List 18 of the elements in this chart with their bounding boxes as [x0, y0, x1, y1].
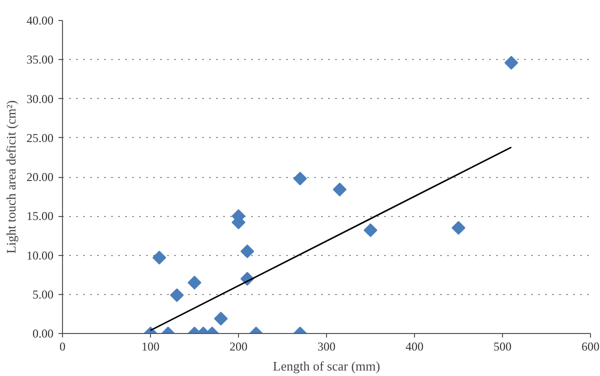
x-tick-label: 200 — [230, 340, 248, 354]
y-tick-label: 0.00 — [32, 326, 54, 340]
x-axis-title: Length of scar (mm) — [272, 358, 380, 374]
y-tick-label: 20.00 — [26, 170, 54, 184]
y-tick-label: 40.00 — [26, 14, 54, 28]
y-tick-label: 35.00 — [26, 52, 54, 67]
x-tick-label: 400 — [406, 340, 424, 354]
y-tick-label: 25.00 — [26, 130, 54, 145]
y-tick-label: 10.00 — [26, 248, 54, 262]
y-tick-label: 5.00 — [32, 287, 54, 302]
y-tick-label: 30.00 — [26, 92, 54, 106]
x-tick-label: 100 — [142, 340, 160, 354]
x-tick-label: 0 — [60, 340, 66, 354]
y-axis-title: Light touch area deficit (cm²) — [4, 100, 18, 254]
x-tick-label: 300 — [318, 340, 336, 354]
x-tick-label: 600 — [582, 340, 600, 354]
y-tick-label: 15.00 — [26, 209, 54, 224]
x-tick-label: 500 — [494, 340, 512, 354]
